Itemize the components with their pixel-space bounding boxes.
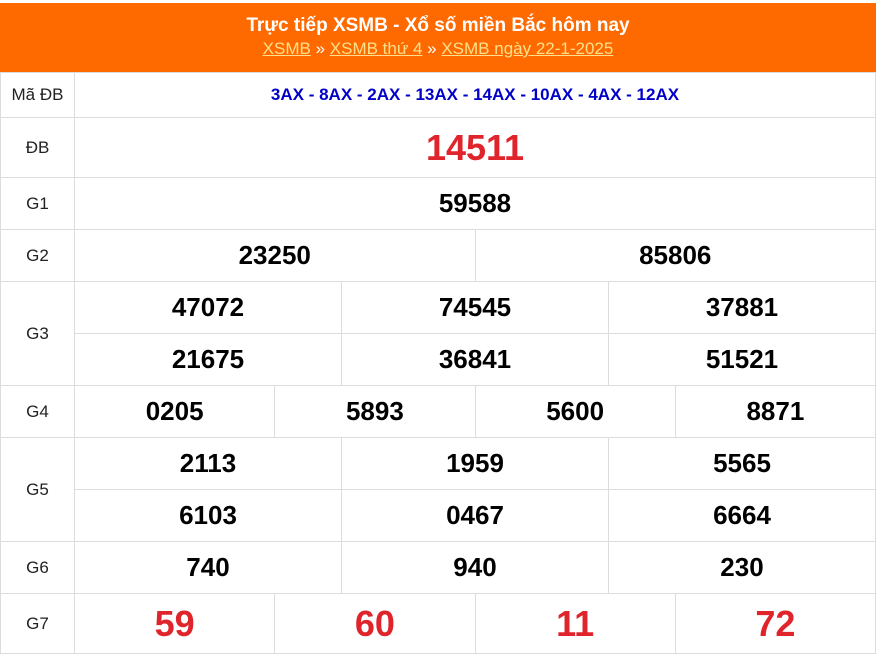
prize-number: 85806 <box>474 229 876 282</box>
row-g5-2: 6103 0467 6664 <box>1 489 876 542</box>
prize-number: 51521 <box>608 333 876 386</box>
prize-number: 60 <box>274 593 476 654</box>
row-label: G2 <box>0 229 75 282</box>
row-label: G3 <box>0 281 75 386</box>
prize-number: 37881 <box>608 281 876 334</box>
breadcrumb-xsmb-date[interactable]: XSMB ngày 22-1-2025 <box>441 39 614 58</box>
special-codes: 3AX - 8AX - 2AX - 13AX - 14AX - 10AX - 4… <box>74 72 876 118</box>
row-g7: G7 59 60 11 72 <box>0 593 876 654</box>
row-label: ĐB <box>0 117 75 178</box>
prize-number: 230 <box>608 541 876 594</box>
prize-number: 59588 <box>74 177 876 230</box>
special-prize-number: 14511 <box>74 117 876 178</box>
row-g4: G4 0205 5893 5600 8871 <box>0 385 876 438</box>
row-g2: G2 23250 85806 <box>0 229 876 282</box>
prize-number: 0467 <box>341 489 609 542</box>
row-label: G6 <box>0 541 75 594</box>
row-db: ĐB 14511 <box>0 117 876 178</box>
row-label: Mã ĐB <box>0 72 75 118</box>
prize-number: 2113 <box>74 437 342 490</box>
prize-number: 5565 <box>608 437 876 490</box>
breadcrumb-xsmb-thu-4[interactable]: XSMB thứ 4 <box>329 39 423 58</box>
prize-number: 47072 <box>74 281 342 334</box>
prize-number: 74545 <box>341 281 609 334</box>
prize-number: 6664 <box>608 489 876 542</box>
breadcrumb: XSMB » XSMB thứ 4 » XSMB ngày 22-1-2025 <box>0 38 876 60</box>
row-g6: G6 740 940 230 <box>0 541 876 594</box>
prize-number: 59 <box>73 593 276 654</box>
breadcrumb-separator: » <box>427 39 437 58</box>
prize-number: 11 <box>474 593 676 654</box>
prize-number: 5600 <box>474 385 676 438</box>
prize-number: 5893 <box>274 385 476 438</box>
results-header: Trực tiếp XSMB - Xổ số miền Bắc hôm nay … <box>0 3 876 72</box>
prize-number: 21675 <box>74 333 342 386</box>
prize-number: 72 <box>674 593 876 654</box>
prize-number: 0205 <box>73 385 276 438</box>
prize-number: 1959 <box>341 437 609 490</box>
page-title: Trực tiếp XSMB - Xổ số miền Bắc hôm nay <box>246 15 630 36</box>
row-g3: G3 47072 74545 37881 <box>0 281 876 386</box>
prize-number: 23250 <box>74 229 476 282</box>
prize-number: 36841 <box>341 333 609 386</box>
row-label: G4 <box>0 385 75 438</box>
breadcrumb-separator: » <box>315 39 326 58</box>
row-ma-db: Mã ĐB 3AX - 8AX - 2AX - 13AX - 14AX - 10… <box>0 72 876 118</box>
breadcrumb-xsmb[interactable]: XSMB <box>262 39 311 58</box>
row-g1: G1 59588 <box>0 177 876 230</box>
row-label: G7 <box>0 593 75 654</box>
row-g3-2: 21675 36841 51521 <box>1 333 876 386</box>
row-label: G1 <box>0 177 75 230</box>
row-g5: G5 2113 1959 5565 <box>0 437 876 542</box>
prize-number: 8871 <box>674 385 876 438</box>
results-table: Mã ĐB 3AX - 8AX - 2AX - 13AX - 14AX - 10… <box>0 72 876 654</box>
prize-number: 940 <box>341 541 609 594</box>
prize-number: 6103 <box>74 489 342 542</box>
row-label: G5 <box>0 437 75 542</box>
prize-number: 740 <box>74 541 342 594</box>
